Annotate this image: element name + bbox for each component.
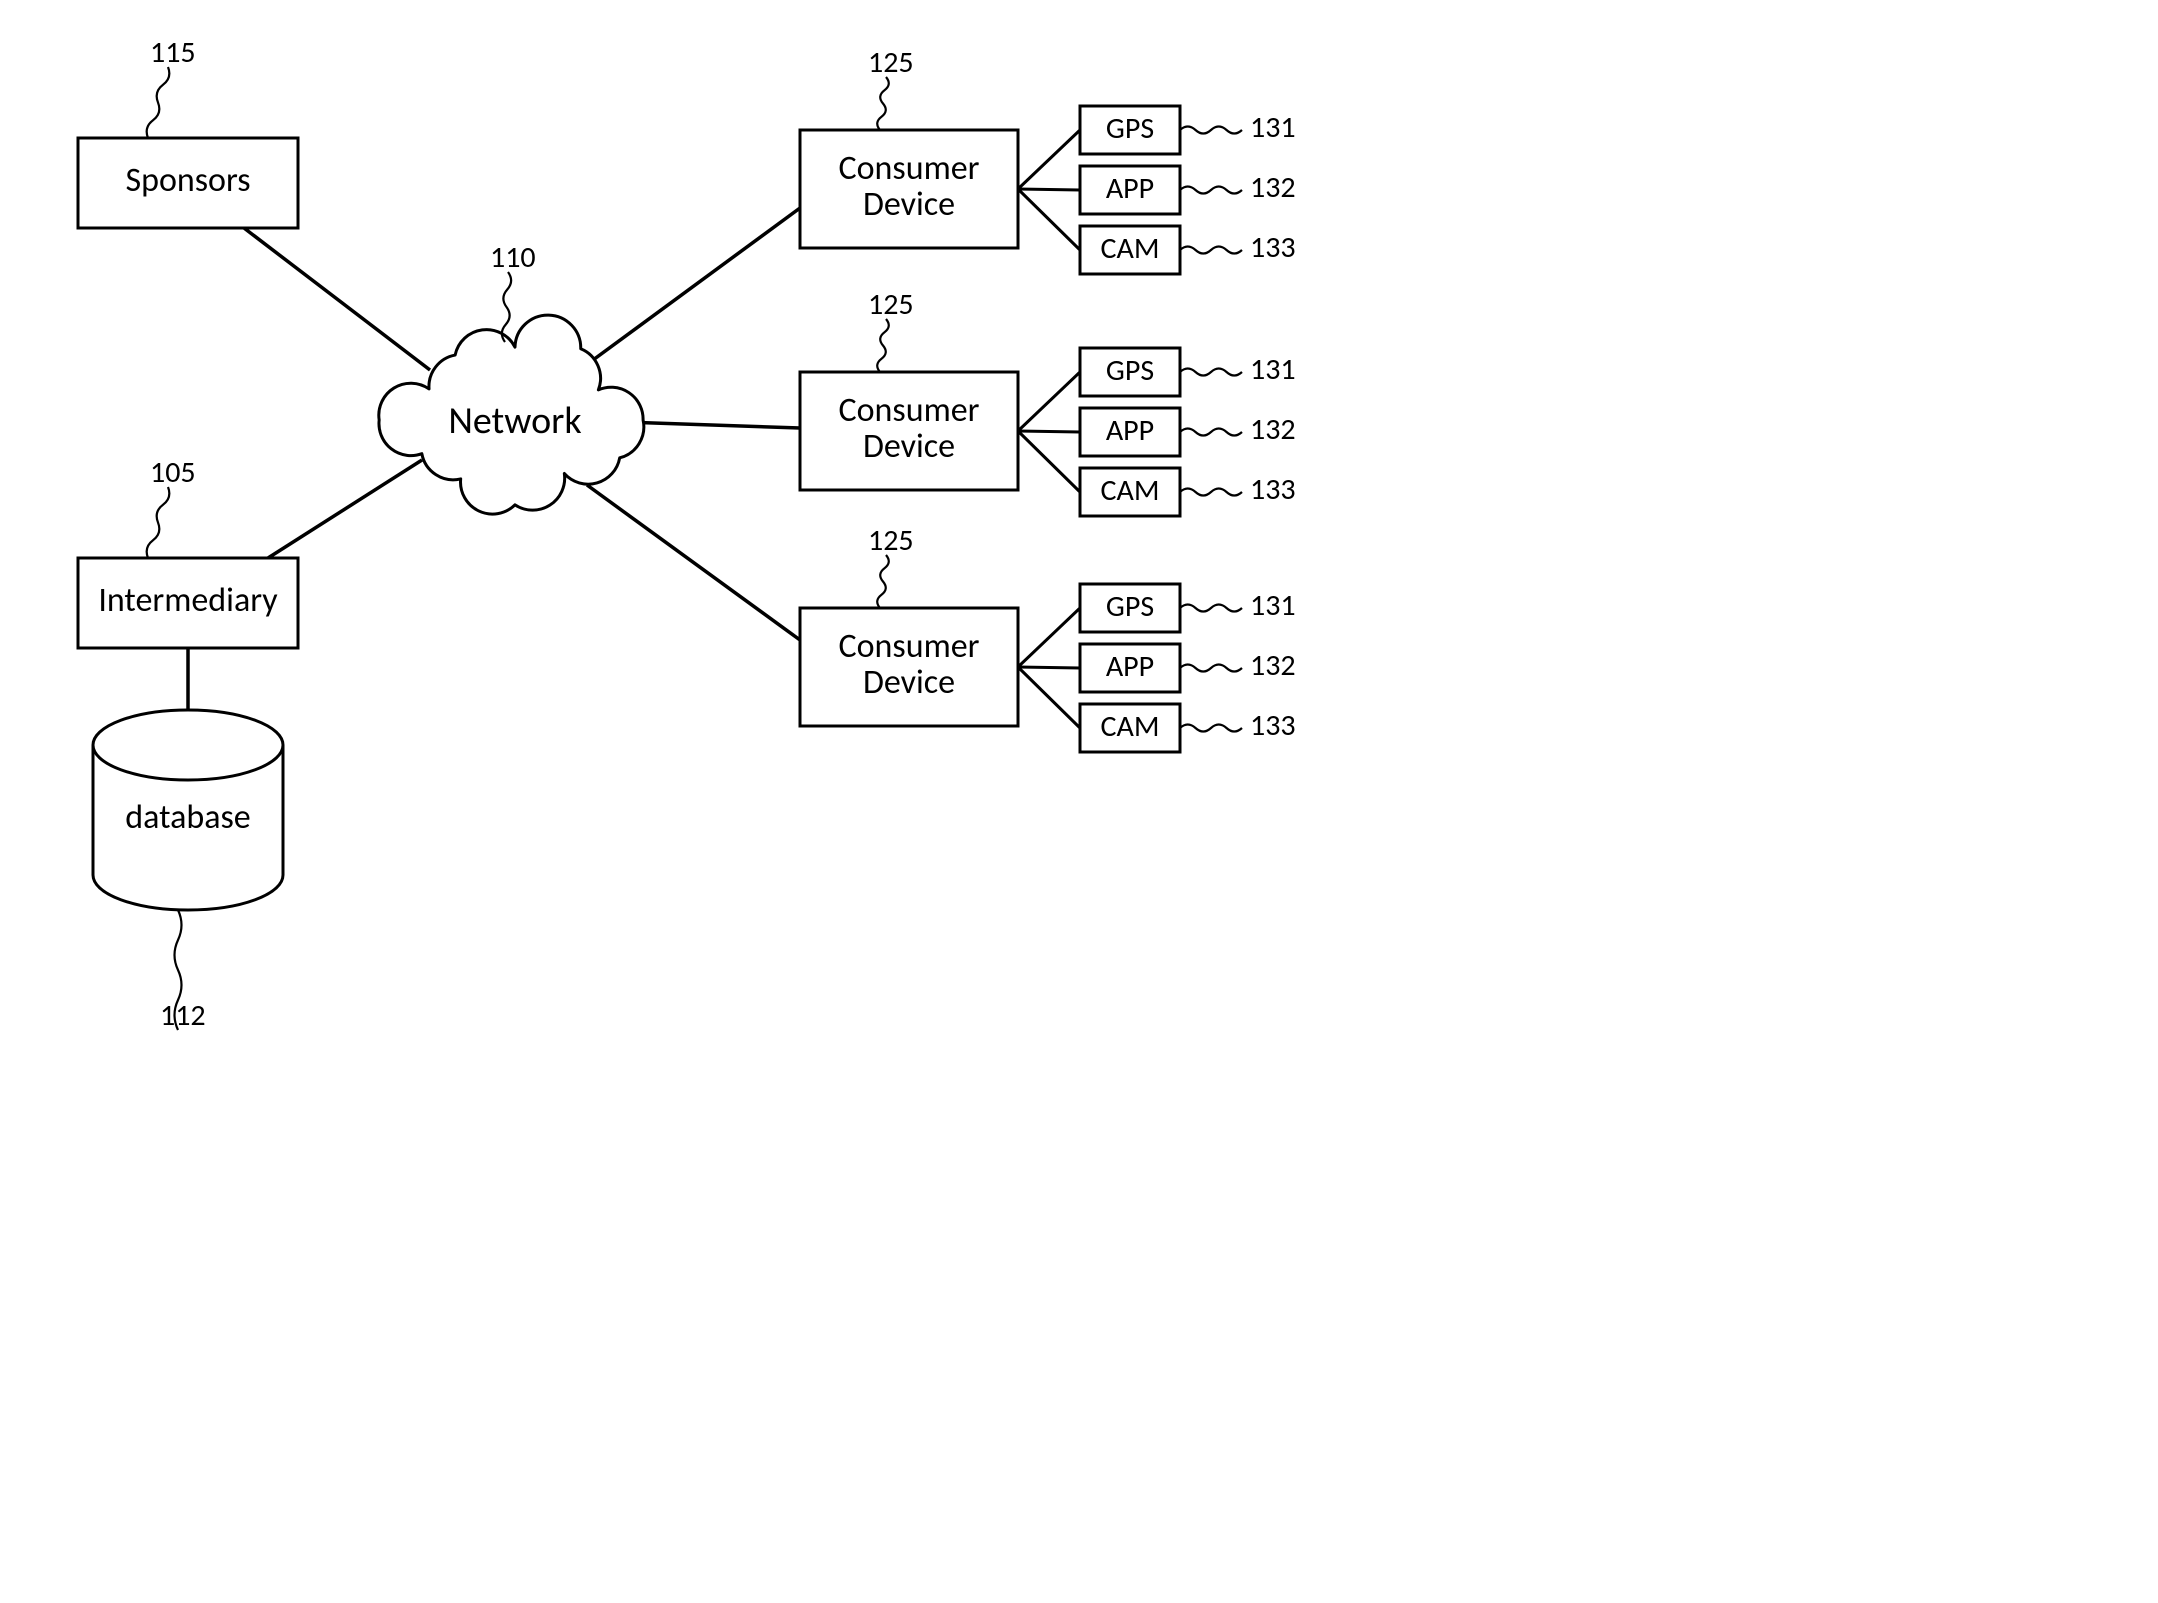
component-label: GPS xyxy=(1106,588,1154,625)
component-label: CAM xyxy=(1100,230,1159,267)
reference-number: 112 xyxy=(160,997,206,1034)
intermediary-label: Intermediary xyxy=(98,580,278,621)
reference-number: 131 xyxy=(1250,351,1296,388)
sponsors-label: Sponsors xyxy=(125,160,250,201)
reference-number: 125 xyxy=(868,522,914,559)
reference-number: 105 xyxy=(150,454,196,491)
reference-number: 125 xyxy=(868,286,914,323)
reference-number: 125 xyxy=(868,44,914,81)
reference-number: 133 xyxy=(1250,471,1296,508)
component-label: CAM xyxy=(1100,472,1159,509)
reference-number: 132 xyxy=(1250,647,1296,684)
network-diagram: Sponsors 115 Intermediary 105 database 112 Net… xyxy=(0,0,1438,1068)
reference-number: 133 xyxy=(1250,229,1296,266)
reference-number: 133 xyxy=(1250,707,1296,744)
edge xyxy=(1018,372,1080,431)
edge xyxy=(593,208,800,360)
network-label: Network xyxy=(448,398,581,444)
edge xyxy=(587,485,800,640)
reference-number: 132 xyxy=(1250,411,1296,448)
reference-number: 132 xyxy=(1250,169,1296,206)
component-label: CAM xyxy=(1100,708,1159,745)
component-label: GPS xyxy=(1106,110,1154,147)
edge xyxy=(1018,189,1080,190)
reference-number: 110 xyxy=(490,239,536,276)
component-label: APP xyxy=(1106,170,1154,207)
edge xyxy=(1018,667,1080,668)
reference-number: 115 xyxy=(150,34,196,71)
edge xyxy=(244,228,430,370)
edge xyxy=(1018,431,1080,492)
reference-number: 131 xyxy=(1250,109,1296,146)
edge xyxy=(1018,130,1080,189)
reference-number: 131 xyxy=(1250,587,1296,624)
database-label: database xyxy=(125,797,250,838)
edge xyxy=(1018,431,1080,432)
edge xyxy=(1018,667,1080,728)
component-label: GPS xyxy=(1106,352,1154,389)
component-label: APP xyxy=(1106,648,1154,685)
edge xyxy=(1018,608,1080,667)
edge xyxy=(623,422,800,428)
edge xyxy=(268,460,422,558)
component-label: APP xyxy=(1106,412,1154,449)
edge xyxy=(1018,189,1080,250)
